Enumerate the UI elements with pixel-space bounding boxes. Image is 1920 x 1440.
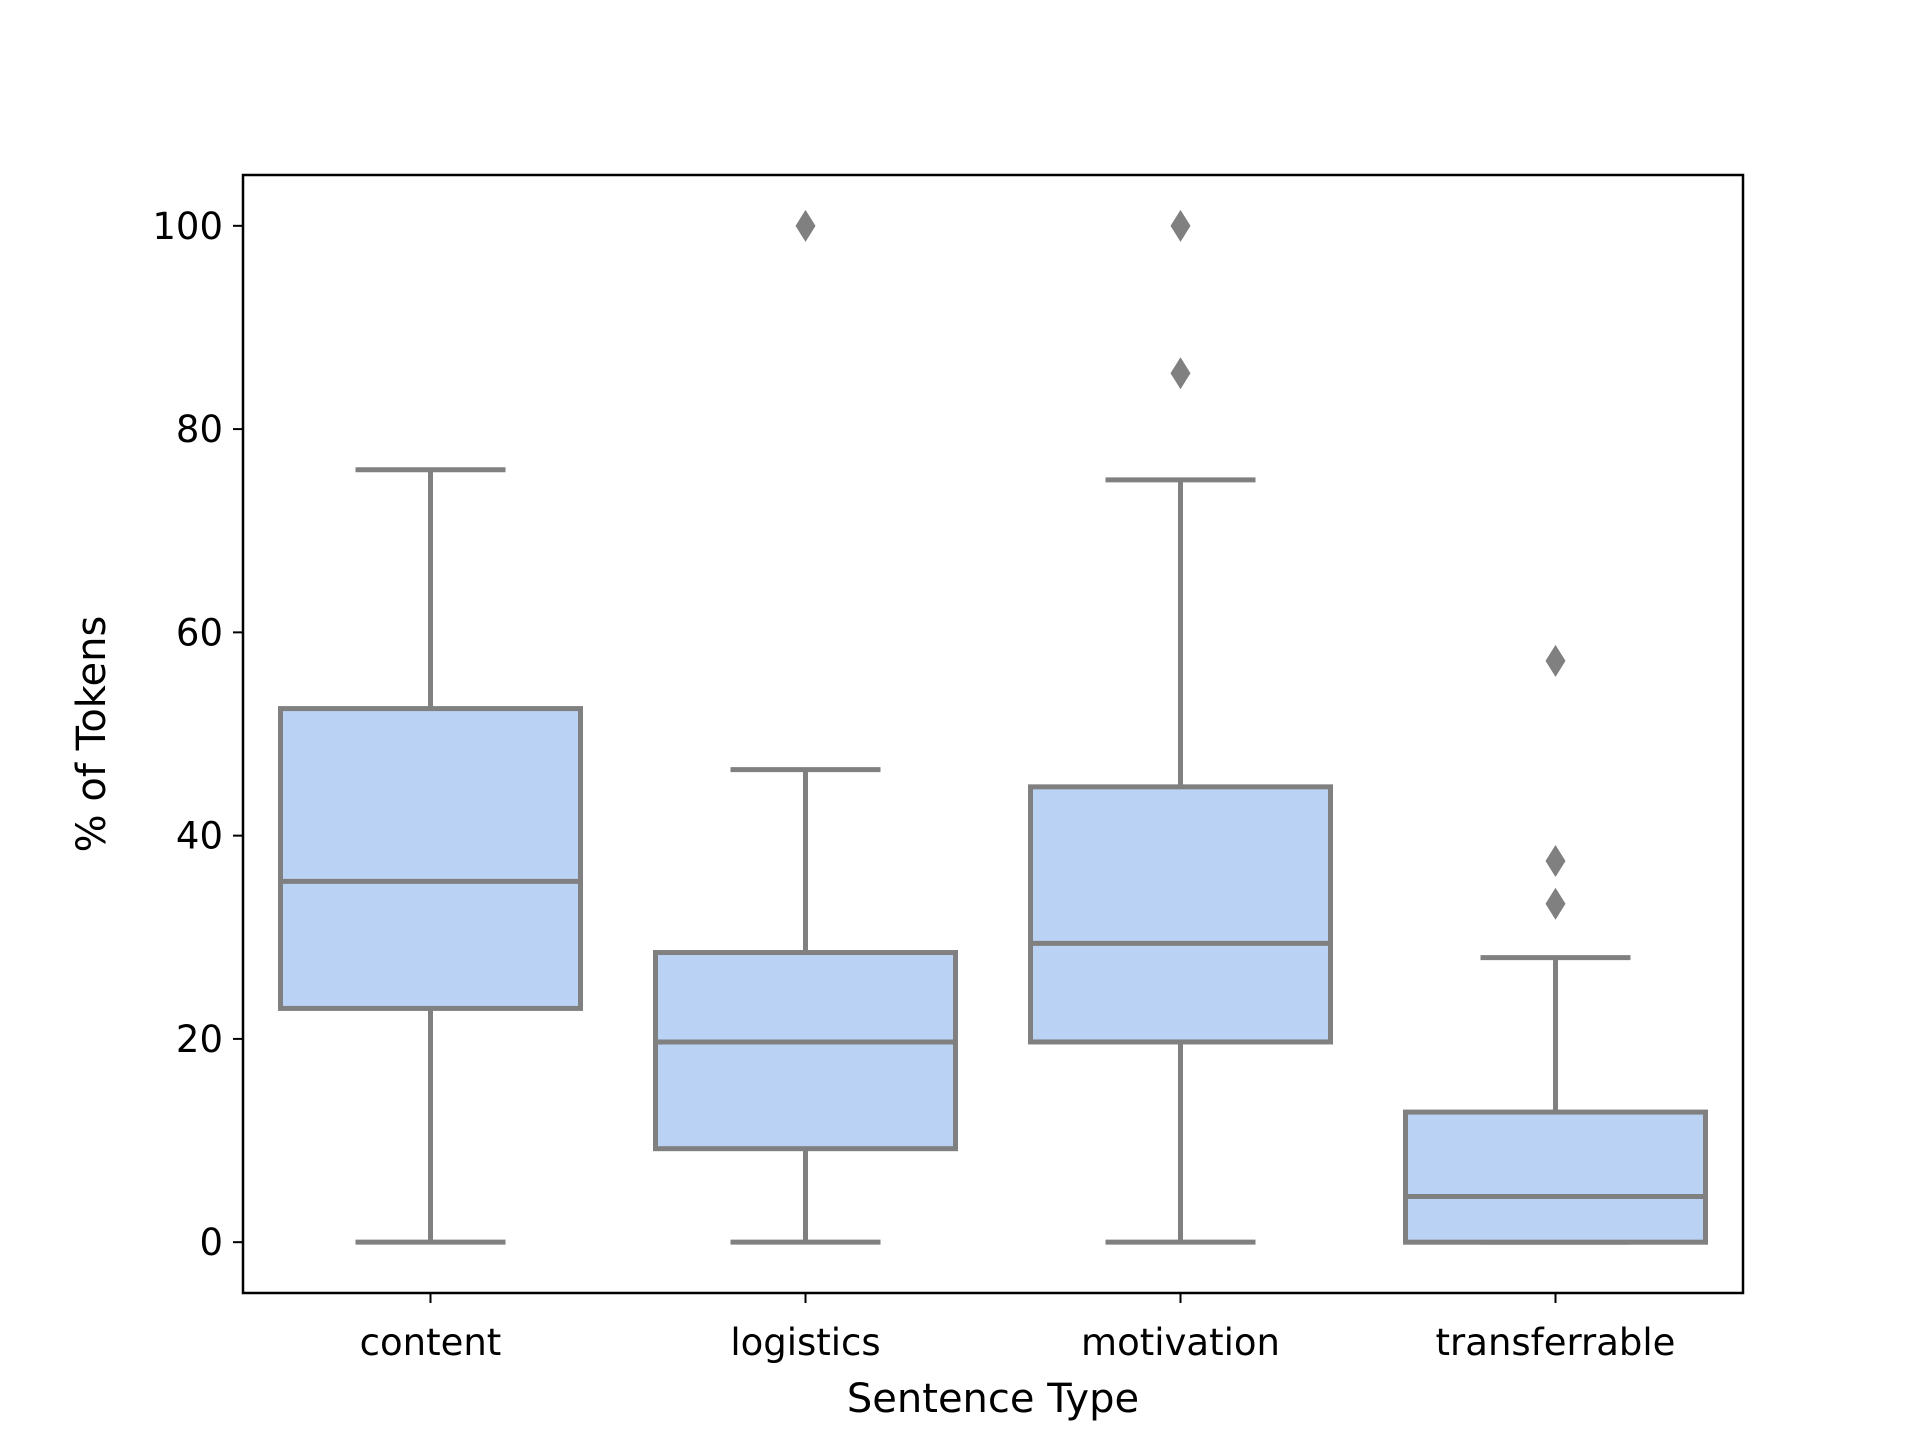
- outlier-point-transferrable-2: [1545, 644, 1566, 677]
- x-tick-label-logistics: logistics: [730, 1321, 880, 1364]
- iqr-box-motivation: [1028, 784, 1333, 1045]
- y-tick-label-0: 0: [199, 1221, 223, 1264]
- x-tick-label-motivation: motivation: [1081, 1321, 1280, 1364]
- x-tick-label-content: content: [360, 1321, 502, 1364]
- x-tick-label-transferrable: transferrable: [1436, 1321, 1676, 1364]
- y-tick-label-80: 80: [176, 408, 223, 451]
- iqr-box-transferrable: [1403, 1109, 1708, 1245]
- y-tick-label-100: 100: [152, 205, 223, 248]
- outlier-point-logistics-0: [795, 209, 816, 242]
- box-motivation: [1028, 209, 1333, 1245]
- outlier-point-transferrable-0: [1545, 887, 1566, 920]
- iqr-box-content: [278, 706, 583, 1011]
- y-tick-label-20: 20: [176, 1018, 223, 1061]
- y-axis-title: % of Tokens: [69, 616, 115, 853]
- outlier-point-motivation-0: [1170, 357, 1191, 390]
- iqr-box-logistics: [653, 950, 958, 1152]
- plot-frame: [241, 173, 1745, 1295]
- y-tick-label-40: 40: [176, 815, 223, 858]
- box-transferrable: [1403, 644, 1708, 1245]
- outlier-point-transferrable-1: [1545, 845, 1566, 878]
- box-logistics: [653, 209, 958, 1245]
- axes: content logistics motivation transferrable 0…: [152, 173, 1745, 1364]
- box-content: [278, 467, 583, 1245]
- plot-area: [278, 209, 1708, 1245]
- outlier-point-motivation-1: [1170, 209, 1191, 242]
- x-axis-title: Sentence Type: [847, 1376, 1139, 1422]
- y-tick-label-60: 60: [176, 611, 223, 654]
